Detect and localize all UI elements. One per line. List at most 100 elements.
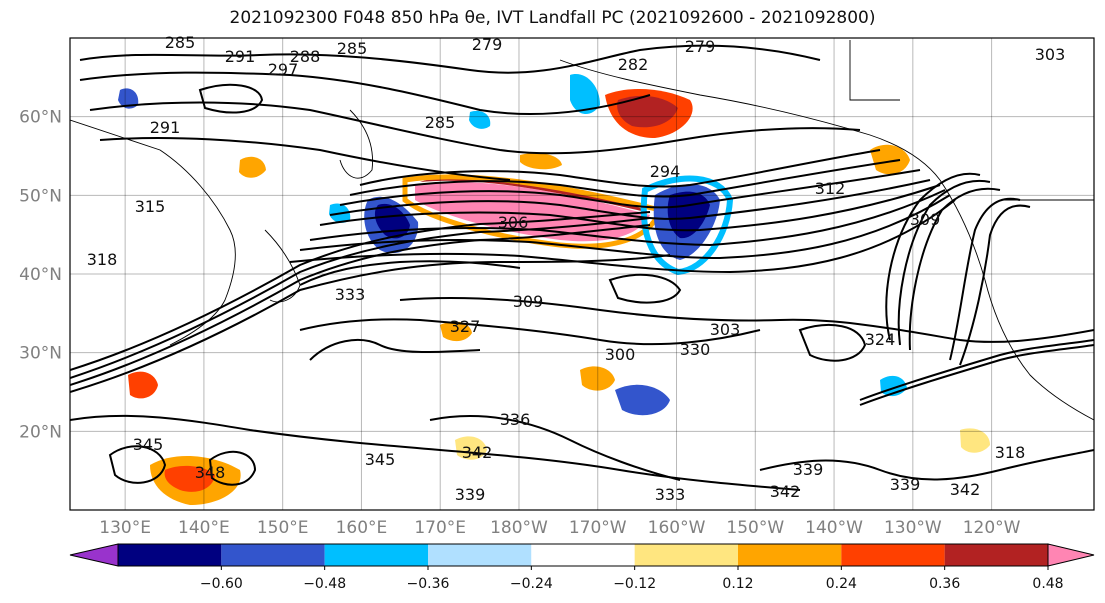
- contour-upper-7: [299, 194, 951, 260]
- shade-orange-3: [440, 321, 472, 342]
- contour-label: 333: [655, 485, 686, 504]
- shade-alaska-darkred: [617, 95, 678, 128]
- longitude-ticks: 130°E 140°E 150°E 160°E 170°E 180°W 170°W 160°W…: [99, 518, 1020, 538]
- colorbar-swatch: [324, 544, 428, 566]
- colorbar-tick-label: 0.24: [826, 576, 857, 592]
- colorbar-tick-label: −0.12: [613, 576, 656, 592]
- contour-upper-6: [309, 189, 946, 247]
- colorbar-tick-label: 0.12: [722, 576, 753, 592]
- colorbar-swatch: [118, 544, 222, 566]
- contour-north-2: [79, 71, 651, 116]
- contour-jet-3: [70, 211, 651, 371]
- lon-tick-label: 120°W: [963, 518, 1021, 538]
- contour-label: 315: [135, 197, 166, 216]
- contour-east-1: [885, 172, 981, 341]
- colorbar-swatch: [841, 544, 945, 566]
- contour-label: 342: [950, 480, 981, 499]
- shade-east-orange: [870, 144, 910, 175]
- contour-label: 297: [268, 60, 299, 79]
- contour-label: 324: [865, 330, 896, 349]
- contour-sub-3: [309, 339, 481, 361]
- colorbar-extend-high: [1047, 543, 1095, 567]
- coastline-border-1: [849, 40, 900, 101]
- contour-label: 339: [890, 475, 921, 494]
- colorbar-swatch: [531, 544, 635, 566]
- contour-label: 279: [472, 35, 503, 54]
- coastline-kamchatka: [339, 109, 373, 179]
- contour-label: 288: [290, 47, 321, 66]
- colorbar-tick-label: −0.24: [510, 576, 553, 592]
- lon-tick-label: 130°E: [99, 518, 151, 538]
- contour-label: 291: [225, 47, 256, 66]
- chart-title: 2021092300 F048 850 hPa θe, IVT Landfall…: [229, 8, 876, 28]
- contour-upper-4: [329, 179, 931, 220]
- colorbar-tick-label: 0.36: [929, 576, 960, 592]
- lon-tick-label: 160°W: [648, 518, 706, 538]
- contour-label: 342: [770, 482, 801, 501]
- contour-label: 294: [650, 162, 681, 181]
- coastline-japan: [264, 229, 301, 303]
- contour-ring-5: [198, 83, 264, 114]
- colorbar-swatch: [221, 544, 325, 566]
- shade-mid-blue: [615, 384, 670, 416]
- shade-cyan-6: [469, 110, 491, 129]
- contour-ring-3: [608, 273, 682, 304]
- contour-label: 312: [815, 179, 846, 198]
- contour-label: 327: [450, 317, 481, 336]
- contour-jet-2: [70, 217, 651, 379]
- contour-label: 309: [513, 292, 544, 311]
- map-panel: [70, 38, 1094, 510]
- shade-yellow-2: [960, 428, 990, 453]
- contour-jet-5: [299, 260, 521, 286]
- lat-tick-label: 50°N: [19, 186, 62, 206]
- contour-east-5: [959, 204, 1031, 366]
- lon-tick-label: 130°W: [884, 518, 942, 538]
- colorbar-swatch: [944, 544, 1048, 566]
- lon-tick-label: 140°E: [178, 518, 230, 538]
- shade-blue-5: [118, 88, 139, 109]
- colorbar-tick-label: −0.48: [303, 576, 346, 592]
- colorbar-tick-label: −0.36: [407, 576, 450, 592]
- contour-label: 285: [425, 113, 456, 132]
- contour-sub-2: [299, 318, 761, 346]
- lat-tick-label: 60°N: [19, 108, 62, 128]
- contour-south-3: [759, 449, 1094, 481]
- contour-label: 309: [910, 210, 941, 229]
- contour-layer: [70, 44, 1094, 491]
- lon-tick-label: 150°W: [726, 518, 784, 538]
- contour-labels: 285 291 288 285 279 279 282 297 291 285 294 306 309 3…: [87, 33, 1066, 504]
- contour-east-3: [908, 187, 1001, 351]
- contour-label: 339: [793, 460, 824, 479]
- lon-tick-label: 160°E: [336, 518, 388, 538]
- colorbar-tick-label: 0.48: [1032, 576, 1063, 592]
- contour-label: 345: [365, 450, 396, 469]
- lon-tick-label: 170°W: [569, 518, 627, 538]
- contour-ring-2: [208, 450, 257, 486]
- contour-ring-4: [798, 324, 867, 362]
- contour-label: 318: [995, 443, 1026, 462]
- shade-orange-8: [520, 153, 562, 170]
- lat-tick-label: 20°N: [19, 422, 62, 442]
- contour-north-3: [89, 101, 861, 155]
- map-frame: [69, 37, 1095, 511]
- colorbar-swatch: [428, 544, 532, 566]
- contour-label: 342: [462, 443, 493, 462]
- colorbar-ticks: −0.60 −0.48 −0.36 −0.24 −0.12 0.12 0.24 0.36 0.4…: [200, 566, 1064, 592]
- contour-label: 279: [685, 37, 716, 56]
- shade-alaska-blue: [570, 74, 600, 115]
- contour-north-1: [79, 44, 821, 74]
- contour-label: 291: [150, 118, 181, 137]
- gridlines: [70, 38, 1094, 510]
- colorbar-frame: [117, 543, 1049, 567]
- contour-upper-5: [319, 184, 941, 232]
- latitude-ticks: 60°N 50°N 40°N 30°N 20°N: [19, 108, 62, 443]
- coastline-layer: [70, 40, 1094, 421]
- colorbar-tick-label: −0.60: [200, 576, 243, 592]
- contour-ring-1: [108, 445, 167, 484]
- lon-tick-label: 140°W: [805, 518, 863, 538]
- colorbar-extend-low: [69, 543, 119, 567]
- contour-south-2: [429, 415, 681, 481]
- contour-label: 300: [605, 345, 636, 364]
- lon-tick-label: 180°W: [490, 518, 548, 538]
